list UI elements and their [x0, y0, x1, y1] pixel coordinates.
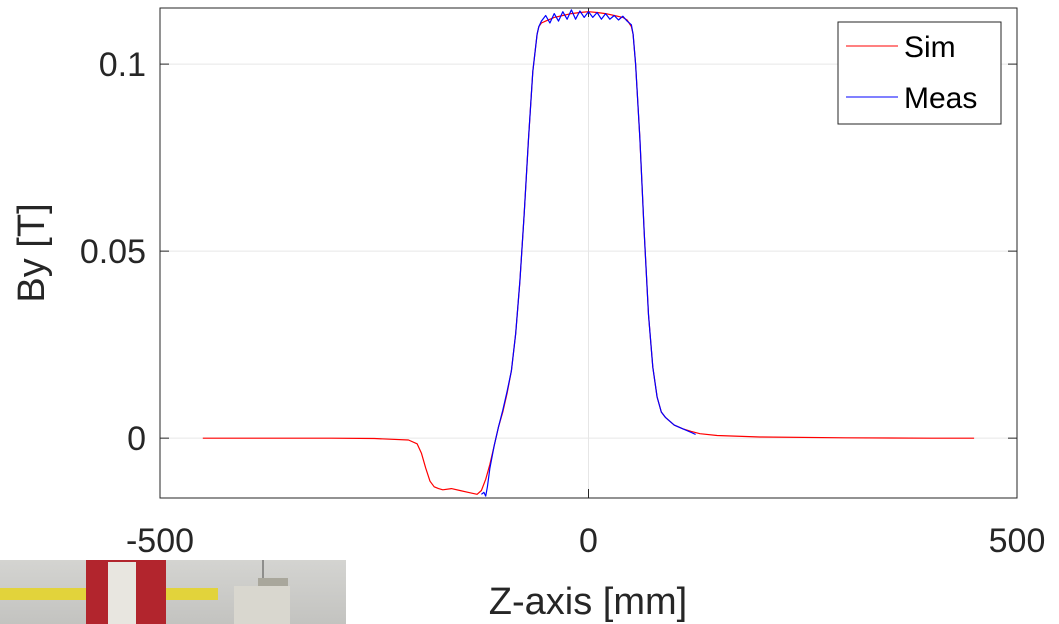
x-tick-labels: -500 0 500 [126, 522, 1045, 560]
legend-sim-label: Sim [904, 31, 956, 64]
series-line-meas [481, 9, 696, 497]
legend-box [837, 21, 1002, 125]
magnet-photo [0, 560, 346, 624]
x-tick-label: 500 [989, 522, 1046, 560]
series-layer [202, 9, 975, 497]
legend: Sim Meas [837, 21, 1002, 125]
y-tick-label: 0.05 [80, 233, 146, 271]
x-axis-label: Z-axis [mm] [489, 581, 687, 623]
y-tick-label: 0.1 [99, 46, 146, 84]
y-axis-label: By [T] [11, 203, 53, 302]
x-tick-label: -500 [126, 522, 194, 560]
y-tick-labels: 0 0.05 0.1 [80, 46, 146, 458]
legend-meas-label: Meas [904, 82, 977, 115]
x-tick-label: 0 [579, 522, 598, 560]
y-tick-label: 0 [127, 420, 146, 458]
